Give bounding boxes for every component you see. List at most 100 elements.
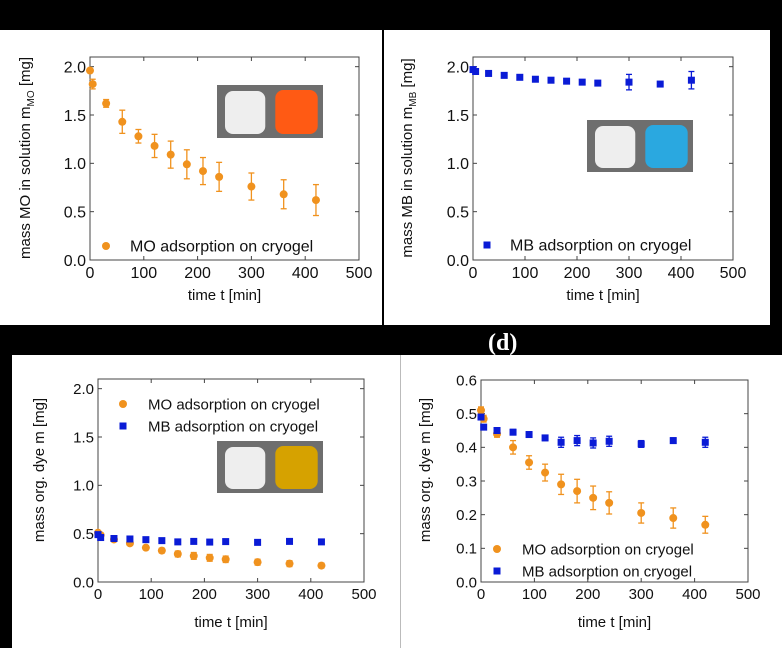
dyed-cryogel bbox=[275, 90, 318, 134]
data-point bbox=[134, 132, 143, 141]
data-point bbox=[142, 536, 150, 544]
x-tick-label: 300 bbox=[616, 265, 643, 282]
data-point bbox=[477, 413, 485, 421]
data-point bbox=[509, 428, 517, 436]
data-point bbox=[605, 498, 614, 507]
data-point bbox=[516, 73, 524, 81]
y-tick-label: 1.0 bbox=[73, 478, 94, 495]
data-point bbox=[157, 546, 166, 555]
x-tick-label: 200 bbox=[564, 265, 591, 282]
data-point bbox=[531, 75, 539, 83]
figure-label: (d) bbox=[488, 330, 518, 356]
y-tick-label: 0.5 bbox=[73, 526, 94, 543]
plot-frame bbox=[89, 56, 360, 261]
x-tick-label: 400 bbox=[298, 586, 323, 603]
y-tick-label: 0.0 bbox=[456, 574, 477, 591]
data-point bbox=[118, 117, 127, 126]
y-axis-label-subscript: MO bbox=[26, 90, 37, 106]
data-point bbox=[687, 76, 695, 84]
data-point bbox=[286, 537, 294, 545]
y-axis-label: mass MO in solution mMO [mg] bbox=[17, 57, 37, 259]
data-point bbox=[190, 537, 198, 545]
data-point bbox=[253, 558, 262, 567]
x-tick-label: 500 bbox=[346, 265, 373, 282]
y-axis-label: mass MB in solution mMB [mg] bbox=[399, 58, 419, 257]
data-point bbox=[500, 71, 508, 79]
legend-entry: MB adsorption on cryogel bbox=[493, 564, 692, 581]
data-point bbox=[158, 537, 166, 545]
y-axis-label-main: mass MB in solution m bbox=[399, 107, 416, 258]
data-point bbox=[173, 549, 182, 558]
x-tick-label: 0 bbox=[477, 586, 485, 603]
white-cryogel bbox=[225, 447, 266, 489]
y-axis-label-main: mass org. dye m [mg] bbox=[417, 398, 434, 542]
data-point bbox=[701, 438, 709, 446]
data-point bbox=[247, 182, 256, 191]
data-point bbox=[317, 538, 325, 546]
dyed-cryogel bbox=[645, 125, 688, 168]
data-point bbox=[589, 439, 597, 447]
legend-label: MB adsorption on cryogel bbox=[510, 238, 691, 255]
data-point bbox=[541, 468, 550, 477]
inset-photo bbox=[587, 120, 693, 172]
y-tick-label: 2.0 bbox=[447, 59, 469, 76]
y-tick-label: 2.0 bbox=[73, 381, 94, 398]
legend-label: MO adsorption on cryogel bbox=[130, 239, 313, 256]
data-point bbox=[480, 423, 488, 431]
data-point bbox=[205, 553, 214, 562]
x-tick-label: 100 bbox=[139, 586, 164, 603]
data-point bbox=[669, 437, 677, 445]
x-tick-label: 200 bbox=[184, 265, 211, 282]
chart-panel-a: 0 100 200 300 400 500 0.0 0.5 1.0 1.5 2.0 time t [m… bbox=[17, 56, 373, 304]
legend-marker bbox=[483, 241, 491, 249]
data-point bbox=[182, 160, 191, 169]
data-point bbox=[189, 551, 198, 560]
chart-panel-d: 0 100 200 300 400 500 0.0 0.1 0.2 0.3 0.4 0.5 0.6 tim… bbox=[417, 372, 761, 631]
panel-a-background bbox=[0, 30, 382, 325]
data-point bbox=[656, 80, 664, 88]
x-tick-label: 300 bbox=[629, 586, 654, 603]
data-point bbox=[126, 535, 134, 543]
x-tick-label: 400 bbox=[292, 265, 319, 282]
y-tick-label: 1.5 bbox=[447, 108, 469, 125]
x-tick-label: 300 bbox=[238, 265, 265, 282]
data-point bbox=[88, 80, 97, 89]
plot-frame bbox=[472, 56, 734, 261]
data-point bbox=[637, 440, 645, 448]
legend-entry: MO adsorption on cryogel bbox=[102, 239, 313, 256]
y-tick-label: 0.3 bbox=[456, 473, 477, 490]
data-point bbox=[493, 427, 501, 434]
y-tick-label: 0.5 bbox=[64, 204, 86, 221]
x-tick-label: 400 bbox=[668, 265, 695, 282]
data-point bbox=[206, 538, 214, 546]
data-point bbox=[477, 406, 485, 415]
data-point bbox=[221, 555, 230, 564]
data-point bbox=[573, 437, 581, 445]
panel-divider bbox=[400, 355, 401, 648]
x-tick-label: 500 bbox=[735, 586, 760, 603]
y-tick-label: 0.1 bbox=[456, 541, 477, 558]
x-tick-label: 200 bbox=[575, 586, 600, 603]
legend-marker bbox=[493, 567, 501, 575]
series-mo bbox=[94, 528, 326, 570]
data-point bbox=[485, 69, 493, 77]
y-tick-label: 0.4 bbox=[456, 440, 477, 457]
series-mb bbox=[469, 66, 695, 91]
legend-entry: MO adsorption on cryogel bbox=[119, 397, 320, 414]
data-point bbox=[102, 99, 111, 108]
y-tick-label: 0.0 bbox=[447, 253, 469, 270]
y-tick-label: 1.5 bbox=[73, 429, 94, 446]
data-point bbox=[317, 561, 326, 570]
data-point bbox=[222, 538, 230, 546]
data-point bbox=[285, 559, 294, 568]
data-point bbox=[525, 458, 534, 467]
inset-photo bbox=[217, 441, 323, 493]
legend-marker bbox=[493, 545, 501, 553]
data-point bbox=[141, 543, 150, 552]
data-point bbox=[541, 434, 549, 442]
y-axis-label: mass org. dye m [mg] bbox=[417, 398, 434, 542]
dyed-cryogel bbox=[275, 446, 318, 489]
data-point bbox=[166, 150, 175, 159]
x-tick-label: 500 bbox=[351, 586, 376, 603]
x-tick-label: 0 bbox=[94, 586, 102, 603]
